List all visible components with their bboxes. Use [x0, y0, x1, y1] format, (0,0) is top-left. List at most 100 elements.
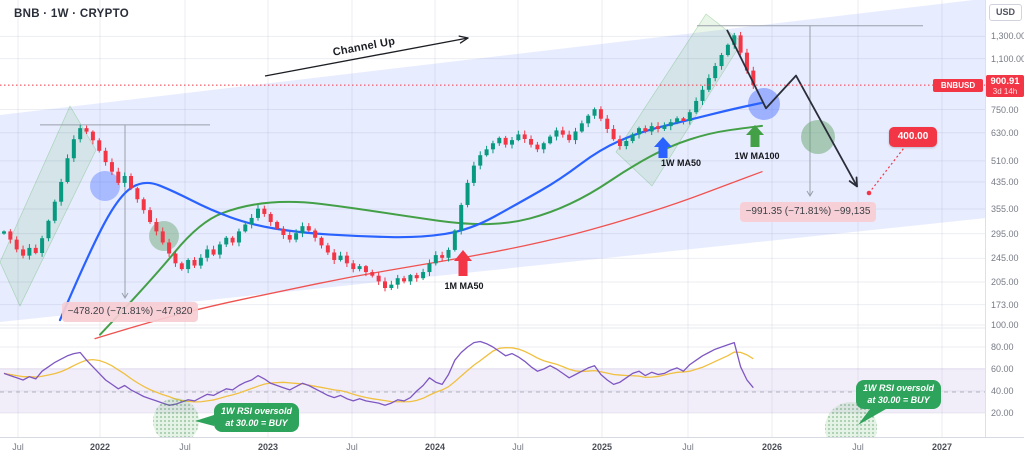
time-tick-label: Jul: [852, 442, 864, 452]
price-tick-label: 510.00: [991, 155, 1019, 166]
candle-body: [605, 118, 610, 129]
candle-body: [249, 217, 254, 225]
candle-body: [338, 255, 343, 260]
up-arrow-icon[interactable]: [746, 125, 764, 147]
time-axis[interactable]: Jul 2022 Jul 2023 Jul 2024 Jul 2025 Jul 2026 Jul 20…: [0, 437, 1024, 458]
candle-body: [306, 226, 311, 231]
highlight-circle[interactable]: [801, 120, 835, 154]
candle-body: [725, 44, 730, 56]
candle-body: [52, 201, 57, 221]
candle-body: [637, 128, 641, 135]
time-tick-label: Jul: [179, 442, 191, 452]
candle-body: [109, 162, 114, 172]
up-arrow-icon[interactable]: [454, 250, 472, 276]
last-price-value: 900.91: [990, 76, 1020, 87]
ma-marker-label: 1M MA50: [444, 281, 483, 291]
rsi-highlight-circle-dots: [153, 398, 199, 437]
candle-body: [643, 128, 648, 132]
callout-tail-icon: [195, 415, 214, 426]
rsi-line[interactable]: [3, 340, 754, 406]
candle-body: [497, 137, 502, 144]
candle-body: [427, 263, 432, 273]
price-tick-label: 20.00: [991, 408, 1014, 418]
candle-body: [510, 140, 514, 145]
channel-up-arrow[interactable]: [264, 37, 469, 77]
channel-up-zone[interactable]: [0, 0, 985, 322]
price-axis[interactable]: 1,300.00 1,100.00 750.00 630.00 510.00 435.00…: [985, 0, 1024, 437]
ma-marker-label: 1W MA50: [661, 158, 701, 168]
time-tick-label: Jul: [346, 442, 358, 452]
candle-body: [65, 158, 70, 182]
candle-body: [522, 134, 527, 139]
candle-body: [84, 128, 89, 132]
candle-body: [414, 275, 419, 279]
price-tick-label: 60.00: [991, 364, 1014, 374]
candle-body: [592, 109, 597, 116]
candle-body: [160, 231, 165, 243]
candle-body: [148, 210, 153, 222]
measure-label-left[interactable]: −478.20 (−71.81%) −47,820: [62, 302, 198, 322]
candle-body: [732, 35, 737, 45]
price-tick-label: 630.00: [991, 127, 1019, 138]
highlight-circle[interactable]: [90, 171, 120, 201]
candle-body: [332, 252, 337, 260]
candle-body: [357, 266, 362, 270]
chart-pane[interactable]: 1W MA50 1W MA100 1M MA50: [0, 0, 985, 437]
measure-label-right[interactable]: −991.35 (−71.81%) −99,135: [740, 202, 876, 222]
time-tick-label: 2023: [257, 442, 279, 452]
candle-body: [97, 140, 102, 151]
candle-body: [662, 126, 667, 129]
candle-body: [300, 226, 305, 234]
ma-marker-label: 1W MA100: [734, 151, 779, 161]
candle-body: [548, 136, 553, 144]
candle-body: [14, 239, 19, 250]
candle-body: [490, 143, 495, 150]
target-callout-line[interactable]: [868, 143, 908, 194]
candle-body: [40, 238, 45, 254]
rsi-highlight-circle-dots: [825, 402, 877, 437]
candle-body: [376, 275, 381, 282]
candle-body: [103, 150, 108, 163]
chart-canvas[interactable]: 1W MA50 1W MA100 1M MA50: [0, 0, 985, 437]
symbol-title[interactable]: BNB · 1W · CRYPTO: [14, 8, 129, 20]
ma-green-line[interactable]: [99, 124, 763, 336]
candle-body: [186, 259, 191, 270]
candle-body: [363, 266, 368, 273]
up-arrow-icon[interactable]: [654, 137, 672, 158]
target-dot[interactable]: [866, 190, 872, 196]
rsi-buy-callout[interactable]: 1W RSI oversold at 30.00 = BUY: [214, 403, 300, 432]
price-tick-label: 80.00: [991, 342, 1014, 352]
time-tick-label: 2025: [591, 442, 613, 452]
price-target-badge[interactable]: 400.00: [889, 127, 937, 147]
price-tick-label: 173.00: [991, 299, 1019, 310]
candle-body: [579, 123, 584, 132]
projection-path[interactable]: [726, 29, 858, 187]
rsi-buy-callout[interactable]: 1W RSI oversold at 30.00 = BUY: [856, 380, 942, 409]
candle-body: [389, 284, 394, 289]
price-tick-label: 355.00: [991, 204, 1019, 214]
time-tick-label: Jul: [682, 442, 694, 452]
candle-body: [567, 134, 572, 141]
time-tick-label: Jul: [12, 442, 24, 452]
candle-body: [649, 126, 654, 132]
currency-button[interactable]: USD: [989, 4, 1022, 21]
candle-body: [325, 245, 330, 253]
ma-red-line[interactable]: [94, 171, 763, 340]
price-tick-label: 245.00: [991, 253, 1019, 264]
candle-body: [129, 176, 133, 189]
candle-body: [8, 231, 13, 240]
candle-body: [554, 130, 559, 137]
candle-body: [344, 255, 349, 264]
candle-body: [167, 242, 172, 254]
candle-body: [217, 244, 222, 255]
candle-body: [135, 188, 140, 200]
candle-body: [611, 128, 616, 140]
candle-body: [478, 155, 483, 166]
price-tick-label: 435.00: [991, 176, 1019, 187]
candle-body: [262, 208, 267, 214]
time-tick-label: Jul: [512, 442, 524, 452]
projection-arrow-icon: [848, 180, 858, 188]
channel-up-arrowhead-icon: [459, 37, 469, 44]
candle-body: [516, 134, 521, 141]
